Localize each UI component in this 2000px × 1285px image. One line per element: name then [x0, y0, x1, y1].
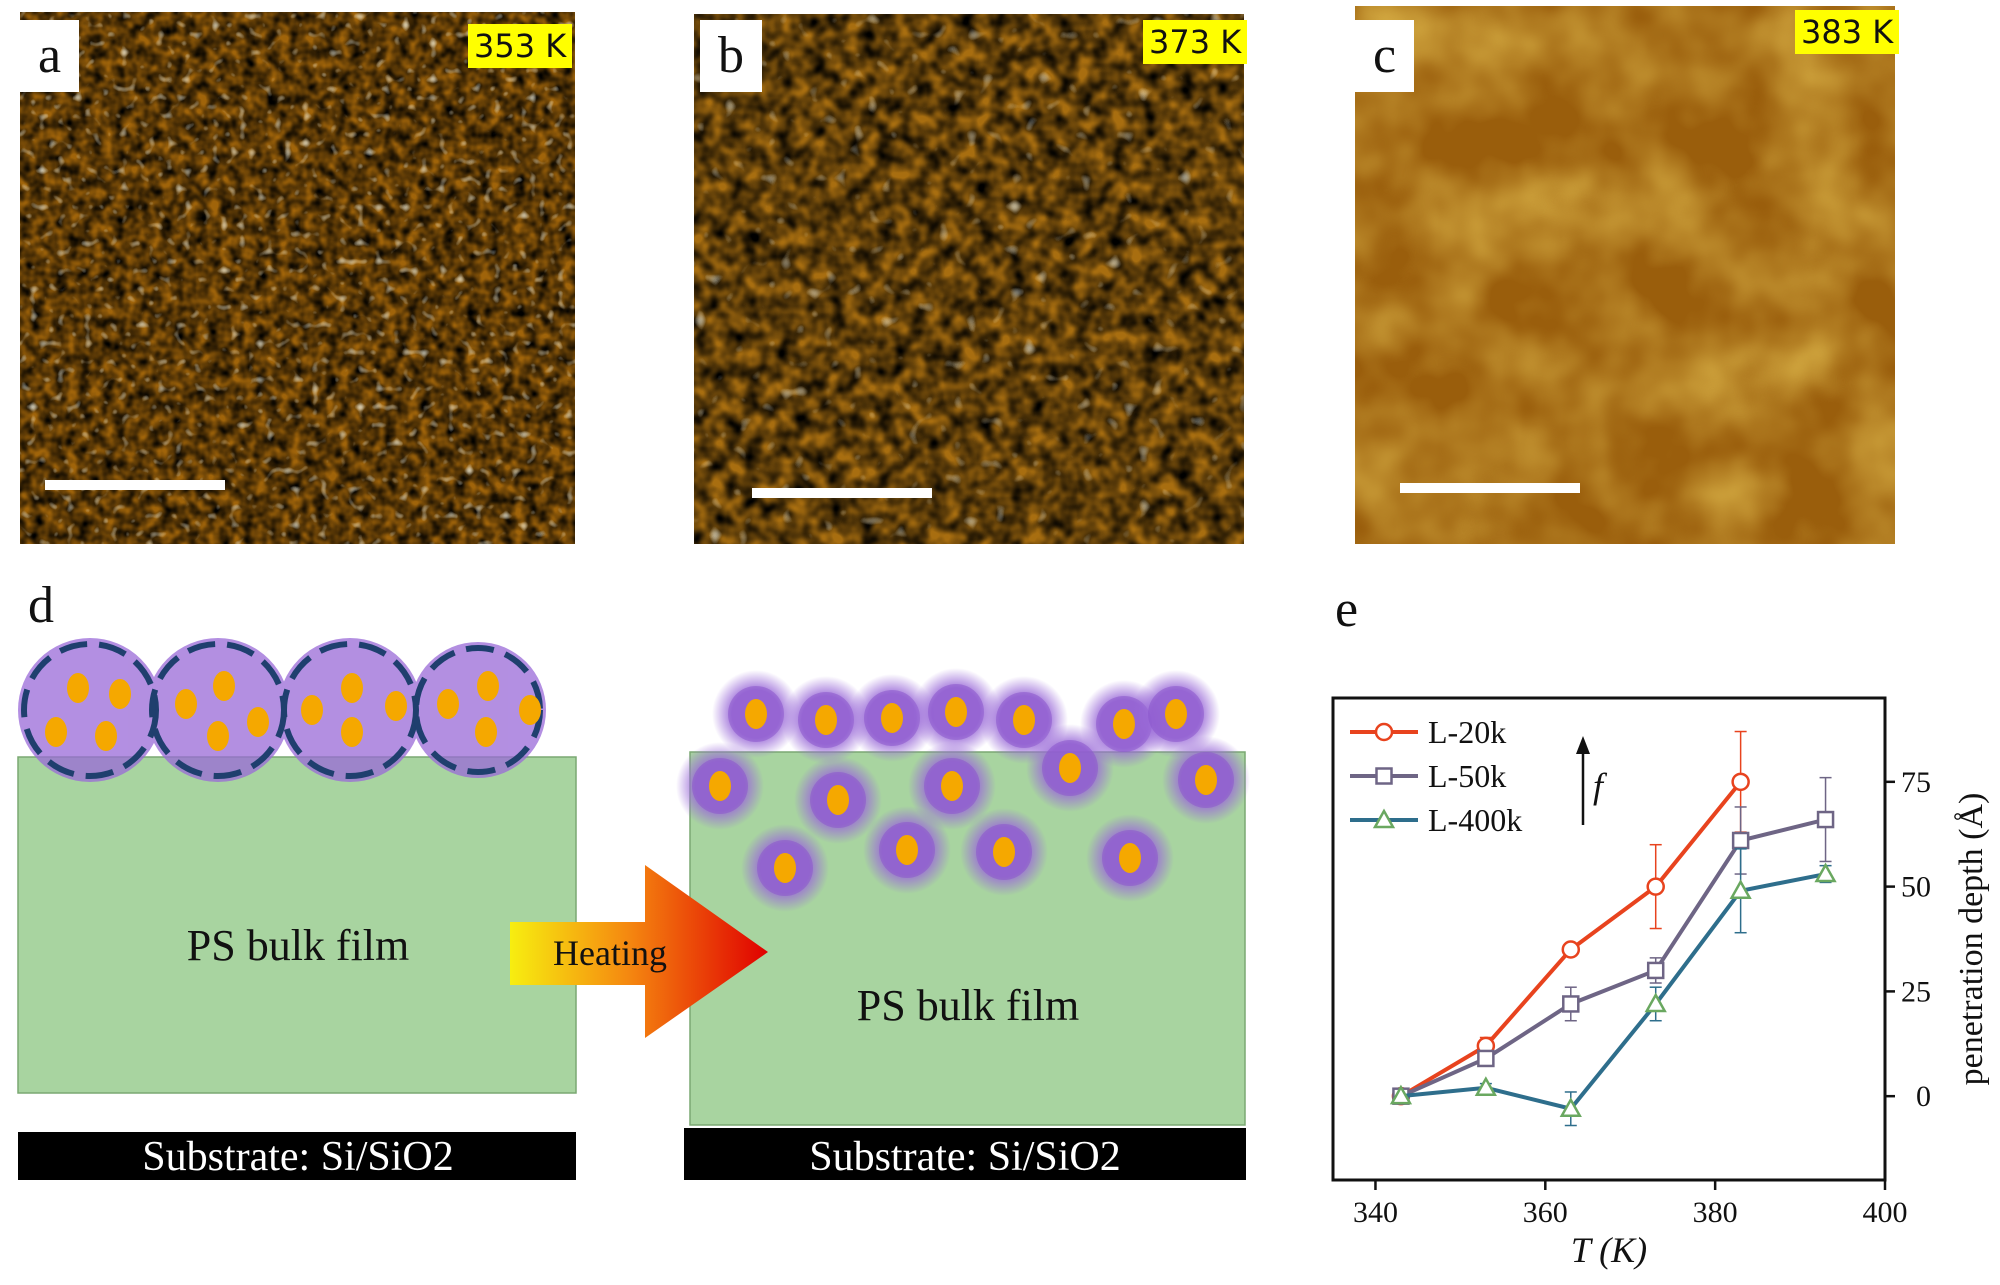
y-tick-label: 75 [1901, 766, 1931, 799]
afm-image-373k [694, 14, 1244, 544]
afm-image-353k [20, 12, 575, 544]
panel-label-e: e [1325, 574, 1369, 646]
data-point-l-50k [1816, 810, 1835, 829]
y-tick-label: 50 [1901, 871, 1931, 904]
temperature-badge-a: 353 K [468, 24, 573, 68]
y-tick-label: 0 [1916, 1080, 1931, 1113]
annotation-arrowhead [1576, 736, 1590, 754]
legend-label-l-20k: L-20k [1428, 714, 1506, 750]
data-point-l-20k [1646, 877, 1665, 896]
legend-label-l-50k: L-50k [1428, 758, 1506, 794]
series-l-400k [1389, 848, 1837, 1127]
data-point-l-400k [1814, 862, 1837, 883]
series-line-l-50k [1400, 817, 1827, 1099]
substrate-label-left: Substrate: Si/SiO2 [142, 1134, 454, 1180]
annotation-f: f [1593, 766, 1608, 806]
data-point-l-50k [1562, 995, 1580, 1013]
film-label-right: PS bulk film [857, 981, 1080, 1030]
data-point-l-400k [1729, 879, 1752, 900]
legend-marker-l-50k [1375, 767, 1393, 785]
legend-label-l-400k: L-400k [1428, 802, 1522, 838]
x-tick-label: 340 [1353, 1196, 1398, 1229]
substrate-left [18, 1132, 576, 1180]
panel-label-d: d [14, 570, 68, 642]
data-point-l-20k [1561, 940, 1581, 959]
legend-marker-l-20k [1374, 722, 1394, 742]
series-l-50k [1392, 776, 1835, 1105]
heating-arrow [510, 865, 768, 1038]
x-tick-label: 400 [1863, 1196, 1908, 1229]
data-point-l-20k [1731, 772, 1750, 792]
data-point-l-50k [1731, 831, 1750, 850]
series-line-l-400k [1400, 872, 1826, 1111]
substrate-right [684, 1128, 1246, 1180]
panel-label-b: b [700, 20, 762, 92]
afm-image-383k [1355, 6, 1895, 544]
scale-bar-b [752, 488, 932, 498]
data-point-l-400k [1644, 992, 1667, 1013]
x-tick-label: 360 [1523, 1196, 1568, 1229]
heating-label: Heating [553, 933, 667, 973]
y-axis-label: penetration depth (Å) [1953, 793, 1990, 1086]
data-point-l-400k [1389, 1084, 1413, 1105]
substrate-label-right: Substrate: Si/SiO2 [809, 1134, 1121, 1180]
plot-frame [1331, 696, 1887, 1182]
scale-bar-c [1400, 483, 1580, 493]
panel-label-c: c [1355, 20, 1415, 92]
data-point-l-400k [1559, 1097, 1582, 1117]
y-tick-label: 25 [1901, 975, 1931, 1008]
legend-marker-l-400k [1372, 808, 1396, 829]
film-label-left: PS bulk film [187, 921, 410, 970]
data-point-l-400k [1474, 1076, 1497, 1097]
clustered-particles [18, 638, 546, 782]
data-point-l-50k [1646, 961, 1665, 980]
x-axis-label: T (K) [1571, 1230, 1647, 1270]
temperature-badge-c: 383 K [1795, 10, 1900, 54]
temperature-badge-b: 373 K [1143, 20, 1248, 64]
scale-bar-a [45, 480, 225, 490]
data-point-l-50k [1477, 1049, 1495, 1068]
x-tick-label: 380 [1693, 1196, 1738, 1229]
panel-label-a: a [20, 20, 80, 92]
schematic-diagram: PS bulk film PS bulk film Heating Substr… [17, 638, 1250, 1180]
